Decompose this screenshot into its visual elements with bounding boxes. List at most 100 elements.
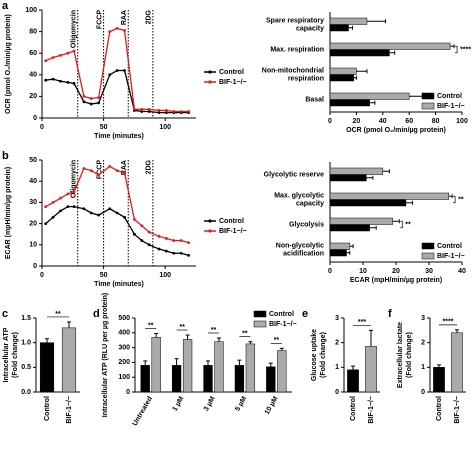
point — [133, 217, 136, 221]
category-label: Spare respiratory — [266, 17, 324, 24]
significance-bracket — [453, 195, 456, 204]
bar — [329, 217, 393, 225]
y-axis-label: (Fold change) — [320, 332, 327, 378]
category-label: Control — [350, 396, 357, 421]
category-label: capacity — [296, 200, 324, 207]
legend-label: BIF-1−/− — [437, 103, 465, 110]
category-label: 10 µM — [264, 395, 280, 416]
point — [133, 107, 136, 111]
legend-label: Control — [437, 243, 462, 250]
bar — [451, 332, 463, 393]
legend-label: BIF-1−/− — [219, 79, 247, 86]
legend-swatch — [253, 310, 267, 318]
point — [51, 77, 55, 81]
series-line — [45, 165, 189, 244]
annotation-label: FCCP — [96, 160, 103, 179]
y-tick-label: 2 — [335, 340, 339, 347]
point — [147, 243, 151, 247]
bar — [329, 49, 390, 57]
category-label: BIF-1−/− — [368, 396, 375, 424]
series-line — [45, 69, 189, 114]
annotation-label: Oligomycin — [71, 160, 78, 198]
y-axis-label: ECAR (mpH/min/µg protein) — [5, 167, 12, 259]
point — [89, 169, 93, 173]
x-axis-label: Time (minutes) — [94, 133, 144, 140]
y-tick-label: 0.5 — [21, 364, 31, 371]
legend-label: BIF-1−/− — [219, 228, 247, 235]
significance-label: **** — [443, 319, 454, 326]
significance-label: **** — [460, 46, 471, 53]
category-label: Control — [44, 396, 51, 421]
x-tick-label: 10 — [359, 268, 367, 275]
y-tick-label: 0 — [33, 115, 37, 122]
category-label: Glycolytic reserve — [264, 171, 324, 178]
point — [187, 254, 191, 257]
point — [157, 109, 161, 112]
x-tick-label: 40 — [379, 118, 387, 125]
point — [157, 111, 161, 114]
y-tick-label: 400 — [118, 330, 130, 337]
point — [165, 237, 168, 240]
y-axis-label: (Fold change) — [406, 332, 413, 378]
point — [179, 110, 183, 113]
x-tick-label: 0 — [40, 124, 44, 131]
point — [44, 59, 48, 63]
legend-label: BIF-1−/− — [269, 321, 297, 328]
y-tick-label: 10 — [29, 242, 37, 249]
x-tick-label: 20 — [392, 268, 400, 275]
annotation-label: RAA — [121, 160, 128, 175]
significance-label: ** — [405, 221, 411, 228]
bar — [329, 249, 347, 257]
category-label: Max. respiration — [270, 46, 324, 53]
y-tick-label: 0 — [421, 389, 425, 396]
x-tick-label: 0 — [328, 268, 332, 275]
significance-label: ** — [148, 322, 154, 329]
bar — [329, 42, 451, 50]
panel-label: b — [2, 150, 9, 162]
bar — [329, 74, 355, 82]
category-label: capacity — [296, 25, 324, 32]
point — [97, 173, 101, 177]
point — [172, 239, 176, 242]
point — [89, 102, 93, 106]
point — [172, 251, 176, 255]
y-axis-label: OCR (pmol O₂/min/µg protein) — [5, 14, 12, 114]
annotation-label: Oligomycin — [71, 10, 78, 48]
point — [165, 249, 168, 253]
x-tick-label: 20 — [353, 118, 361, 125]
bar — [329, 199, 407, 207]
bar — [245, 343, 256, 393]
bar — [329, 167, 384, 175]
y-tick-label: 50 — [29, 157, 37, 164]
bar — [329, 242, 351, 250]
legend-label: Control — [437, 93, 462, 100]
x-tick-label: 30 — [425, 268, 433, 275]
bar — [329, 174, 367, 182]
bar — [182, 339, 193, 393]
y-tick-label: 80 — [29, 28, 37, 35]
point — [115, 26, 119, 30]
panel-label: e — [302, 308, 308, 320]
point — [115, 69, 119, 72]
legend-marker — [208, 229, 212, 233]
y-tick-label: 0 — [126, 389, 130, 396]
category-label: respiration — [288, 75, 324, 82]
point — [72, 82, 76, 85]
point — [140, 224, 144, 228]
panel-label: d — [93, 308, 100, 320]
bar — [433, 367, 445, 393]
point — [172, 110, 176, 113]
annotation-label: 2DG — [146, 9, 153, 24]
point — [108, 30, 112, 33]
category-label: BIF-1−/− — [66, 396, 73, 424]
x-tick-label: 0 — [328, 118, 332, 125]
point — [123, 215, 126, 219]
y-axis-label: Intracellular ATP (RLU per µg protein) — [102, 293, 109, 417]
point — [133, 232, 136, 236]
y-tick-label: 300 — [118, 344, 130, 351]
x-axis-label: Time (minutes) — [94, 281, 144, 288]
legend-swatch — [253, 320, 267, 328]
y-tick-label: 40 — [29, 178, 37, 185]
point — [89, 211, 93, 215]
